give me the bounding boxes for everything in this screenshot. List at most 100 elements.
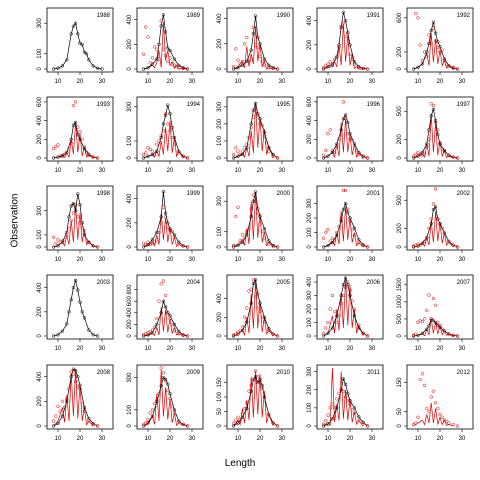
panel-year-label: 2001 <box>367 191 381 197</box>
observed-point <box>348 43 352 47</box>
observed-point <box>146 242 150 247</box>
observed-red-point <box>328 239 332 243</box>
observed-red-point <box>427 33 431 37</box>
observed-red-point <box>185 245 190 249</box>
observed-point <box>80 42 84 47</box>
observed-point <box>56 244 60 248</box>
panel-year-label: 1989 <box>187 13 201 19</box>
predicted-line <box>143 22 188 70</box>
observed-red-point <box>170 229 174 233</box>
observed-point <box>256 292 260 296</box>
y-tick-label: 300 <box>307 290 313 301</box>
observed-point <box>170 125 174 129</box>
x-tick-label: 30 <box>369 79 376 85</box>
observed-red-point <box>433 120 438 125</box>
panel-plot-area <box>141 103 190 160</box>
observed-red-point <box>416 320 420 325</box>
observed-red-point <box>166 311 170 315</box>
observed-line <box>233 278 278 337</box>
observed-red-point <box>242 406 247 411</box>
y-tick-label: 300 <box>127 101 133 112</box>
x-tick-label: 30 <box>459 79 466 85</box>
observed-point <box>65 399 69 403</box>
panel-year-label: 1996 <box>367 102 381 108</box>
observed-red-point <box>245 306 249 310</box>
observed-line <box>233 191 278 248</box>
y-tick-label: 0 <box>397 424 403 428</box>
observed-red-point <box>150 328 155 332</box>
panel-plot-area <box>51 278 100 338</box>
observed-red-point <box>177 419 181 423</box>
observed-red-point <box>141 52 146 56</box>
observed-red-point <box>343 117 348 121</box>
observed-red-point <box>238 152 242 157</box>
observed-point <box>236 66 240 70</box>
y-tick-label: 0 <box>37 245 43 249</box>
observed-point <box>161 299 166 303</box>
observed-red-point <box>150 56 155 60</box>
observed-point <box>159 384 163 388</box>
observed-red-point <box>236 58 240 62</box>
observed-point <box>352 60 357 64</box>
observed-red-point <box>433 401 438 405</box>
observed-point <box>341 377 346 381</box>
observed-red-point <box>80 402 84 406</box>
observed-red-point <box>51 146 56 151</box>
panel-year-label: 2004 <box>187 280 201 286</box>
observed-red-point <box>87 240 91 244</box>
observed-red-point <box>321 153 326 157</box>
observed-red-point <box>256 45 260 50</box>
observed-red-point <box>455 424 460 428</box>
y-tick-label: 100 <box>217 135 223 146</box>
observed-point <box>78 137 82 141</box>
predicted-line <box>323 23 364 70</box>
observed-red-point <box>73 379 78 384</box>
y-tick-label: 400 <box>307 276 313 287</box>
observed-red-point <box>87 153 91 157</box>
observed-red-point <box>234 418 238 422</box>
observed-point <box>56 421 60 426</box>
observed-point <box>87 416 91 421</box>
observed-point <box>159 215 163 219</box>
observed-point <box>146 66 150 70</box>
y-tick-label: 200 <box>37 306 43 317</box>
observed-red-point <box>416 16 420 20</box>
observed-point <box>341 10 346 14</box>
observed-red-point <box>414 152 418 156</box>
predicted-line <box>413 211 454 248</box>
observed-point <box>73 278 78 283</box>
observed-point <box>258 42 262 46</box>
observed-point <box>155 400 159 404</box>
observed-red-point <box>161 129 166 133</box>
panel-year-label: 2007 <box>457 280 471 286</box>
x-tick-label: 30 <box>279 346 286 352</box>
observed-point <box>411 67 416 71</box>
observed-point <box>87 152 91 156</box>
observed-point <box>330 326 335 330</box>
observed-line <box>413 318 458 337</box>
observed-point <box>330 62 335 66</box>
panel-year-label: 2010 <box>277 370 291 376</box>
y-tick-label: 0 <box>217 245 223 249</box>
observed-red-point <box>69 370 73 374</box>
x-tick-label: 20 <box>437 168 444 174</box>
observed-point <box>249 122 253 126</box>
observed-red-point <box>330 148 335 153</box>
observed-point <box>330 417 335 421</box>
observed-red-point <box>416 150 420 155</box>
observed-red-point <box>95 424 100 428</box>
observed-red-point <box>148 411 152 415</box>
observed-point <box>343 276 348 280</box>
observed-red-point <box>429 41 433 46</box>
y-tick-label: 200 <box>307 212 313 223</box>
y-tick-label: 150 <box>217 377 223 388</box>
observed-red-point <box>264 140 269 145</box>
observed-red-point <box>324 230 328 235</box>
observed-red-point <box>365 245 370 249</box>
y-axis-label: Observation <box>9 193 21 248</box>
observed-red-point <box>80 137 84 141</box>
y-tick-label: 600 <box>37 96 43 107</box>
observed-red-point <box>240 233 245 237</box>
